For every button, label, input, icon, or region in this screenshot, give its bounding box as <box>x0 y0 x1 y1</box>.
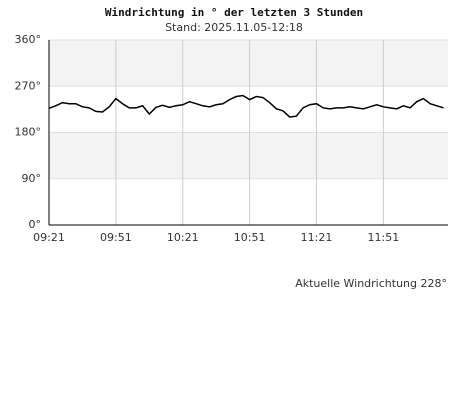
y-tick-label: 0° <box>29 218 42 231</box>
chart-subtitle: Stand: 2025.11.05-12:18 <box>165 21 303 34</box>
band <box>49 178 448 225</box>
x-tick-label: 09:51 <box>100 231 132 244</box>
x-tick-label: 10:21 <box>167 231 199 244</box>
x-tick-label: 11:51 <box>368 231 400 244</box>
line <box>48 94 444 118</box>
x-tick-label: 09:21 <box>33 231 65 244</box>
annotation: Aktuelle Windrichtung 228° <box>295 277 447 290</box>
y-tick-label: 360° <box>15 33 42 46</box>
x-tick-label: 11:21 <box>301 231 333 244</box>
chart-title: Windrichtung in ° der letzten 3 Stunden <box>105 6 363 19</box>
y-tick-label: 270° <box>15 79 42 92</box>
band <box>49 40 448 87</box>
band <box>49 132 448 179</box>
x-tick-label: 10:51 <box>234 231 266 244</box>
y-tick-label: 180° <box>15 126 42 139</box>
y-tick-label: 90° <box>22 172 42 185</box>
band <box>49 86 448 133</box>
